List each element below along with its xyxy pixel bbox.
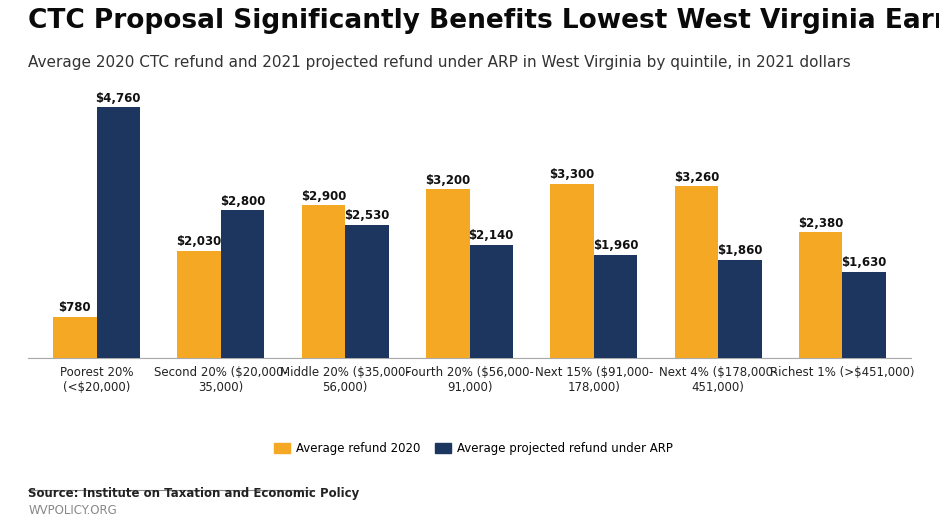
Bar — [221, 210, 265, 358]
Text: $3,200: $3,200 — [425, 174, 470, 187]
Text: $2,800: $2,800 — [220, 195, 266, 208]
Legend: Average refund 2020, Average projected refund under ARP: Average refund 2020, Average projected r… — [269, 437, 678, 460]
Text: WVPOLICY.ORG: WVPOLICY.ORG — [28, 504, 117, 517]
Text: Average 2020 CTC refund and 2021 projected refund under ARP in West Virginia by : Average 2020 CTC refund and 2021 project… — [28, 55, 851, 70]
Bar — [550, 184, 593, 358]
Text: $2,140: $2,140 — [469, 229, 514, 242]
Text: $1,960: $1,960 — [593, 239, 639, 252]
Bar — [346, 225, 389, 358]
Text: $2,900: $2,900 — [300, 189, 346, 203]
Text: $2,030: $2,030 — [177, 235, 222, 248]
Text: $780: $780 — [58, 301, 91, 314]
Text: $1,630: $1,630 — [841, 256, 887, 269]
Bar — [53, 317, 97, 358]
Text: $3,260: $3,260 — [673, 170, 719, 184]
Bar — [842, 272, 886, 358]
Bar — [177, 251, 221, 358]
Bar — [97, 107, 140, 358]
Bar — [426, 189, 470, 358]
Bar — [718, 260, 762, 358]
Text: $1,860: $1,860 — [717, 244, 762, 257]
Bar — [470, 245, 513, 358]
Text: $2,380: $2,380 — [798, 217, 843, 230]
Text: $3,300: $3,300 — [549, 168, 594, 181]
Text: $2,530: $2,530 — [345, 209, 390, 222]
Bar — [301, 205, 346, 358]
Text: $4,760: $4,760 — [96, 92, 141, 105]
Text: CTC Proposal Significantly Benefits Lowest West Virginia Earners: CTC Proposal Significantly Benefits Lowe… — [28, 8, 939, 34]
Text: Source: Institute on Taxation and Economic Policy: Source: Institute on Taxation and Econom… — [28, 487, 360, 500]
Bar — [593, 255, 638, 358]
Bar — [674, 186, 718, 358]
Bar — [799, 232, 842, 358]
